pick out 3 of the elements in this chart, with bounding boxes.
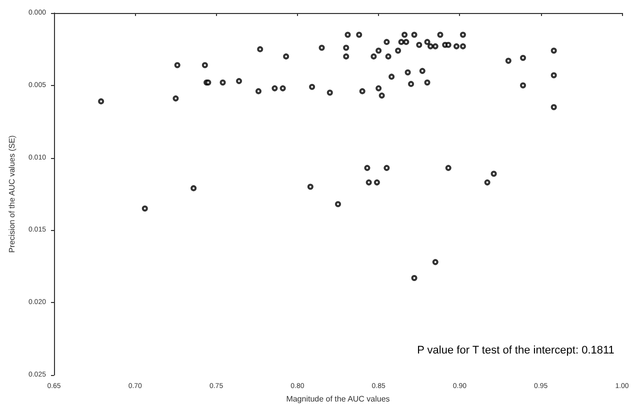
x-axis-title: Magnitude of the AUC values [286, 394, 390, 404]
y-axis-title: Precision of the AUC values (SE) [8, 134, 16, 253]
annotation: P value for T test of the intercept: 0.1811 [417, 344, 614, 356]
